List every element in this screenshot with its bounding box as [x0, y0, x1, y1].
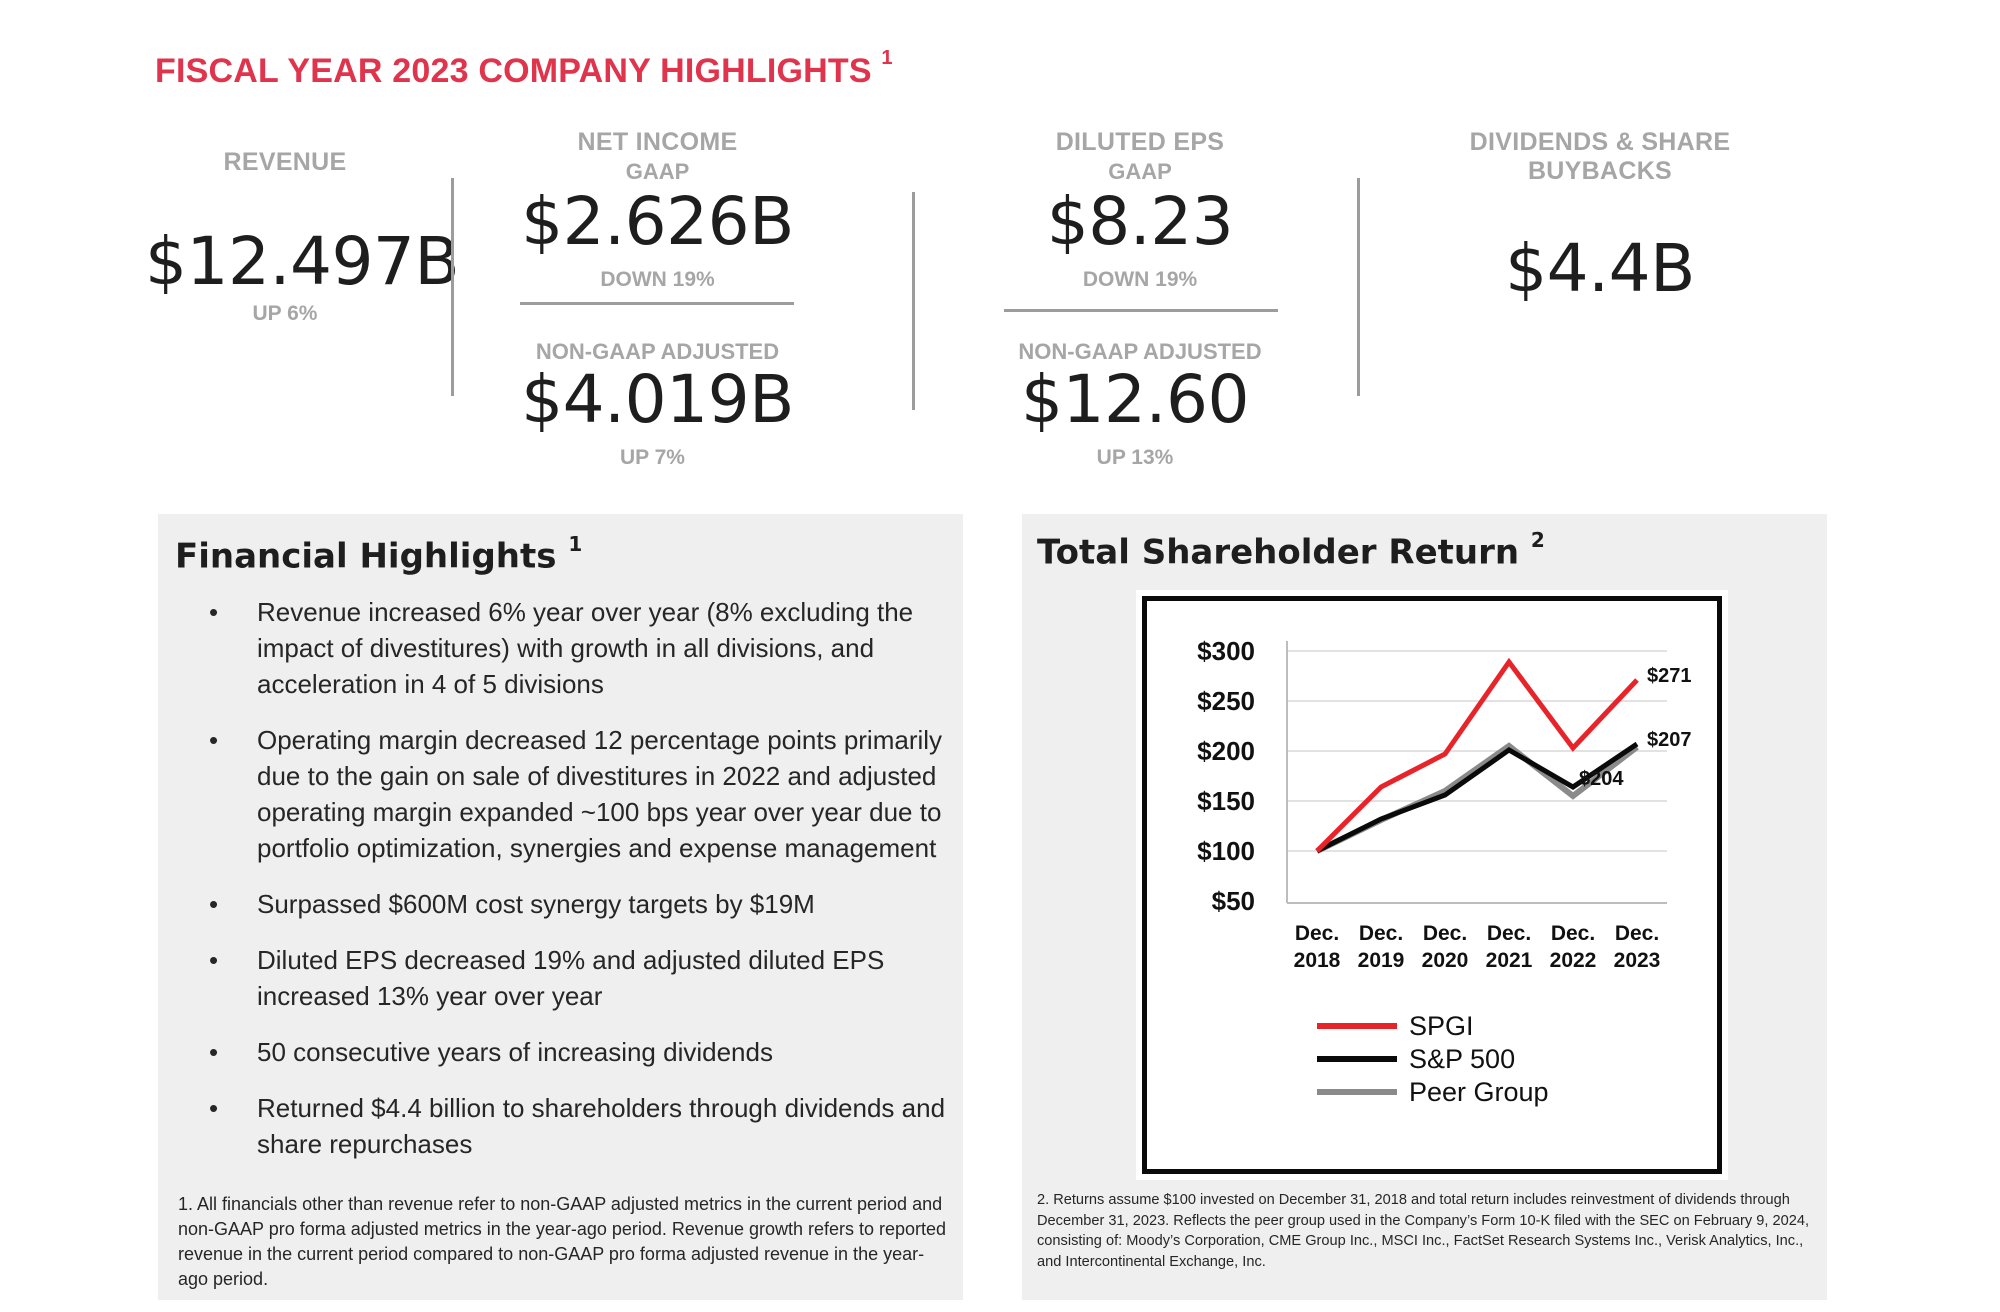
divider-2 [912, 192, 915, 410]
diluted-eps-adjusted: NON-GAAP ADJUSTED $12.60 UP 13% [1000, 339, 1280, 470]
list-item: • Revenue increased 6% year over year (8%… [205, 594, 965, 702]
net-income-label: NET INCOME [577, 128, 738, 156]
tsr-footnote-ref: 2 [1530, 528, 1545, 552]
page-title-footnote-ref: 1 [881, 46, 893, 69]
list-item-text: Diluted EPS decreased 19% and adjusted d… [257, 945, 885, 1011]
list-item: • Returned $4.4 billion to shareholders t… [205, 1090, 965, 1162]
bullet-icon: • [209, 725, 219, 755]
bullet-icon: • [209, 597, 219, 627]
diluted-eps-divider [1004, 309, 1278, 312]
net-income-adj-change: UP 7% [620, 446, 685, 469]
bullet-icon: • [209, 945, 219, 975]
bullet-icon: • [209, 1037, 219, 1067]
divider-3 [1357, 178, 1360, 396]
divider-1 [451, 178, 454, 396]
diluted-eps-gaap-label: GAAP [1108, 159, 1172, 184]
list-item: • Diluted EPS decreased 19% and adjusted … [205, 942, 965, 1014]
net-income-divider [520, 302, 794, 305]
tsr-title-text: Total Shareholder Return [1037, 532, 1520, 573]
financial-highlights-footnote: 1. All financials other than revenue ref… [178, 1194, 947, 1289]
y-tick-label: $100 [1197, 836, 1255, 866]
diluted-eps-gaap-change: DOWN 19% [1082, 268, 1198, 291]
tsr-title: Total Shareholder Return 2 [1037, 528, 1545, 573]
list-item: • 50 consecutive years of increasing divi… [205, 1034, 965, 1070]
revenue-metric: REVENUE $12.497B UP 6% [145, 148, 460, 326]
bullet-icon: • [209, 889, 219, 919]
x-tick-label: 2020 [1422, 949, 1469, 972]
x-tick-label: 2019 [1358, 949, 1405, 972]
tsr-chart: $300 $250 $200 $150 $100 $50 Dec. 2018 Dec. 2019 D… [1197, 636, 1692, 1107]
list-item-text: Surpassed $600M cost synergy targets by … [257, 889, 815, 919]
diluted-eps-adj-label: NON-GAAP ADJUSTED [1018, 339, 1262, 364]
series-line-s-p-500 [1315, 741, 1639, 854]
data-label: $271 [1647, 665, 1692, 687]
net-income-metric: NET INCOME GAAP $2.626B DOWN 19% [510, 128, 805, 292]
y-tick-label: $300 [1197, 636, 1255, 666]
y-tick-label: $200 [1197, 736, 1255, 766]
financial-highlights-footnote-ref: 1 [568, 532, 583, 556]
x-tick-label: 2023 [1614, 949, 1661, 972]
x-tick-label: 2021 [1486, 949, 1533, 972]
y-tick-label: $150 [1197, 786, 1255, 816]
list-item-text: Returned $4.4 billion to shareholders th… [257, 1093, 946, 1159]
legend-label: Peer Group [1409, 1077, 1549, 1107]
revenue-label: REVENUE [223, 148, 347, 176]
x-tick-label: 2022 [1550, 949, 1597, 972]
tsr-footnote: 2. Returns assume $100 invested on Decem… [1037, 1192, 1809, 1270]
list-item: • Surpassed $600M cost synergy targets by… [205, 886, 965, 922]
list-item-text: Operating margin decreased 12 percentage… [257, 725, 943, 863]
bullet-icon: • [209, 1093, 219, 1123]
diluted-eps-gaap-value: $8.23 [1046, 183, 1234, 260]
data-label: $207 [1647, 729, 1692, 751]
financial-highlights-title: Financial Highlights 1 [175, 532, 582, 577]
x-tick-label: Dec. [1423, 922, 1467, 945]
dividends-label: DIVIDENDS & SHARE BUYBACKS [1469, 128, 1731, 185]
net-income-adjusted: NON-GAAP ADJUSTED $4.019B UP 7% [510, 339, 805, 470]
x-tick-label: 2018 [1294, 949, 1341, 972]
diluted-eps-adj-value: $12.60 [1021, 361, 1249, 438]
net-income-gaap-change: DOWN 19% [600, 268, 715, 291]
net-income-adj-label: NON-GAAP ADJUSTED [535, 339, 780, 364]
net-income-gaap-value: $2.626B [521, 183, 794, 260]
y-tick-label: $50 [1212, 886, 1255, 916]
tsr-chart-frame: $300 $250 $200 $150 $100 $50 Dec. 2018 Dec. 2019 D… [1136, 590, 1728, 1180]
x-tick-label: Dec. [1359, 922, 1403, 945]
legend-label: S&P 500 [1409, 1044, 1515, 1074]
diluted-eps-label: DILUTED EPS [1055, 128, 1225, 156]
data-label: $204 [1579, 768, 1624, 790]
diluted-eps-metric: DILUTED EPS GAAP $8.23 DOWN 19% [1000, 128, 1280, 292]
series-line-spgi [1315, 657, 1639, 853]
diluted-eps-adj-change: UP 13% [1096, 446, 1174, 469]
x-tick-label: Dec. [1551, 922, 1595, 945]
page-title: FISCAL YEAR 2023 COMPANY HIGHLIGHTS 1 [155, 47, 893, 91]
page-title-text: FISCAL YEAR 2023 COMPANY HIGHLIGHTS [155, 52, 872, 90]
net-income-gaap-label: GAAP [625, 159, 690, 184]
financial-highlights-panel [158, 514, 963, 1300]
list-item-text: Revenue increased 6% year over year (8% … [257, 597, 914, 699]
revenue-value: $12.497B [145, 223, 460, 300]
dividends-value: $4.4B [1505, 230, 1695, 307]
x-tick-label: Dec. [1487, 922, 1531, 945]
financial-highlights-title-text: Financial Highlights [175, 536, 557, 577]
list-item-text: 50 consecutive years of increasing divid… [257, 1037, 773, 1067]
series-line-peer-group [1315, 742, 1639, 854]
y-tick-label: $250 [1197, 686, 1255, 716]
highlights-list: • Revenue increased 6% year over year (8%… [205, 594, 965, 1182]
list-item: • Operating margin decreased 12 percentag… [205, 722, 965, 866]
x-tick-label: Dec. [1295, 922, 1339, 945]
x-tick-label: Dec. [1615, 922, 1659, 945]
dividends-metric: DIVIDENDS & SHARE BUYBACKS $4.4B [1400, 128, 1800, 307]
legend-label: SPGI [1409, 1011, 1474, 1041]
net-income-adj-value: $4.019B [521, 361, 794, 438]
revenue-change: UP 6% [252, 302, 318, 325]
